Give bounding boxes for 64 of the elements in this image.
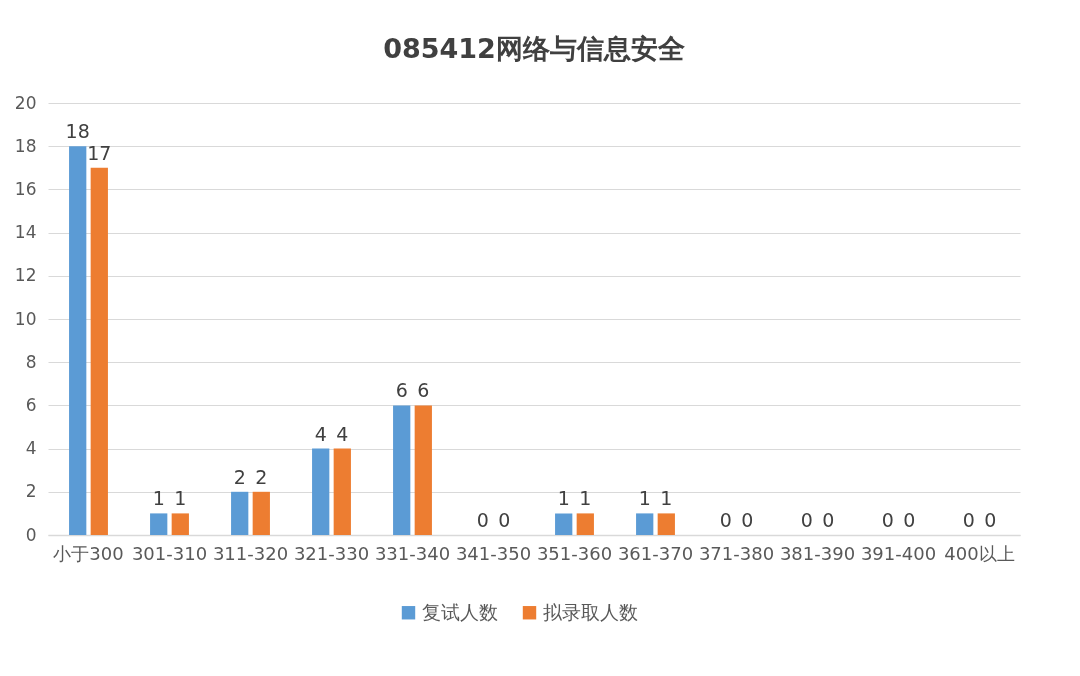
x-tick-label: 331-340 <box>374 542 451 564</box>
data-label: 0 <box>984 509 997 531</box>
y-tick-label: 8 <box>25 351 37 372</box>
y-tick-label: 18 <box>14 135 37 156</box>
x-tick-label: 381-390 <box>779 542 856 564</box>
data-label: 6 <box>417 379 430 402</box>
data-label: 1 <box>152 487 165 510</box>
data-label: 1 <box>174 487 187 510</box>
bar <box>414 405 432 535</box>
bar <box>90 167 108 535</box>
data-label: 0 <box>719 509 732 531</box>
data-label: 0 <box>741 509 754 531</box>
bar <box>69 146 87 535</box>
x-tick-label: 341-350 <box>455 542 532 564</box>
data-label: 6 <box>395 379 408 402</box>
data-label: 4 <box>314 422 327 445</box>
x-tick-label: 321-330 <box>293 542 370 564</box>
x-tick-label: 小于300 <box>53 542 124 564</box>
data-label: 18 <box>65 120 90 143</box>
data-label: 0 <box>881 509 894 531</box>
bar <box>657 513 675 535</box>
y-tick-label: 0 <box>25 524 37 545</box>
bar <box>312 448 330 535</box>
x-tick-label: 391-400 <box>860 542 937 564</box>
x-tick-label: 301-310 <box>131 542 208 564</box>
x-tick-label: 400以上 <box>944 542 1015 564</box>
x-tick-label: 361-370 <box>617 542 694 564</box>
bar <box>576 513 594 535</box>
bar <box>393 405 411 535</box>
y-tick-label: 4 <box>25 438 37 459</box>
y-tick-label: 12 <box>14 265 37 286</box>
data-label: 0 <box>476 509 489 531</box>
data-label: 0 <box>903 509 916 531</box>
bar <box>636 513 654 535</box>
legend-label: 复试人数 <box>422 600 498 623</box>
bar <box>333 448 351 535</box>
data-label: 4 <box>336 422 349 445</box>
data-label: 1 <box>557 487 570 510</box>
data-label: 1 <box>579 487 592 510</box>
bar <box>231 491 249 535</box>
x-tick-label: 371-380 <box>698 542 775 564</box>
data-label: 2 <box>255 465 268 488</box>
y-tick-label: 20 <box>14 92 37 113</box>
data-label: 0 <box>822 509 835 531</box>
data-label: 1 <box>660 487 673 510</box>
y-tick-label: 2 <box>25 481 37 502</box>
y-tick-label: 14 <box>14 222 37 243</box>
data-label: 0 <box>498 509 511 531</box>
y-tick-label: 6 <box>25 394 37 415</box>
data-label: 1 <box>638 487 651 510</box>
bar <box>555 513 573 535</box>
x-tick-label: 311-320 <box>212 542 289 564</box>
data-label: 0 <box>800 509 813 531</box>
x-tick-label: 351-360 <box>536 542 613 564</box>
data-label: 17 <box>87 141 112 164</box>
data-label: 2 <box>233 465 246 488</box>
y-tick-label: 16 <box>14 178 37 199</box>
bar <box>252 491 270 535</box>
legend-label: 拟录取人数 <box>543 600 638 623</box>
bar <box>171 513 189 535</box>
data-label: 0 <box>962 509 975 531</box>
y-tick-label: 10 <box>14 308 37 329</box>
chart-title: 085412网络与信息安全 <box>383 33 685 64</box>
bar <box>150 513 168 535</box>
